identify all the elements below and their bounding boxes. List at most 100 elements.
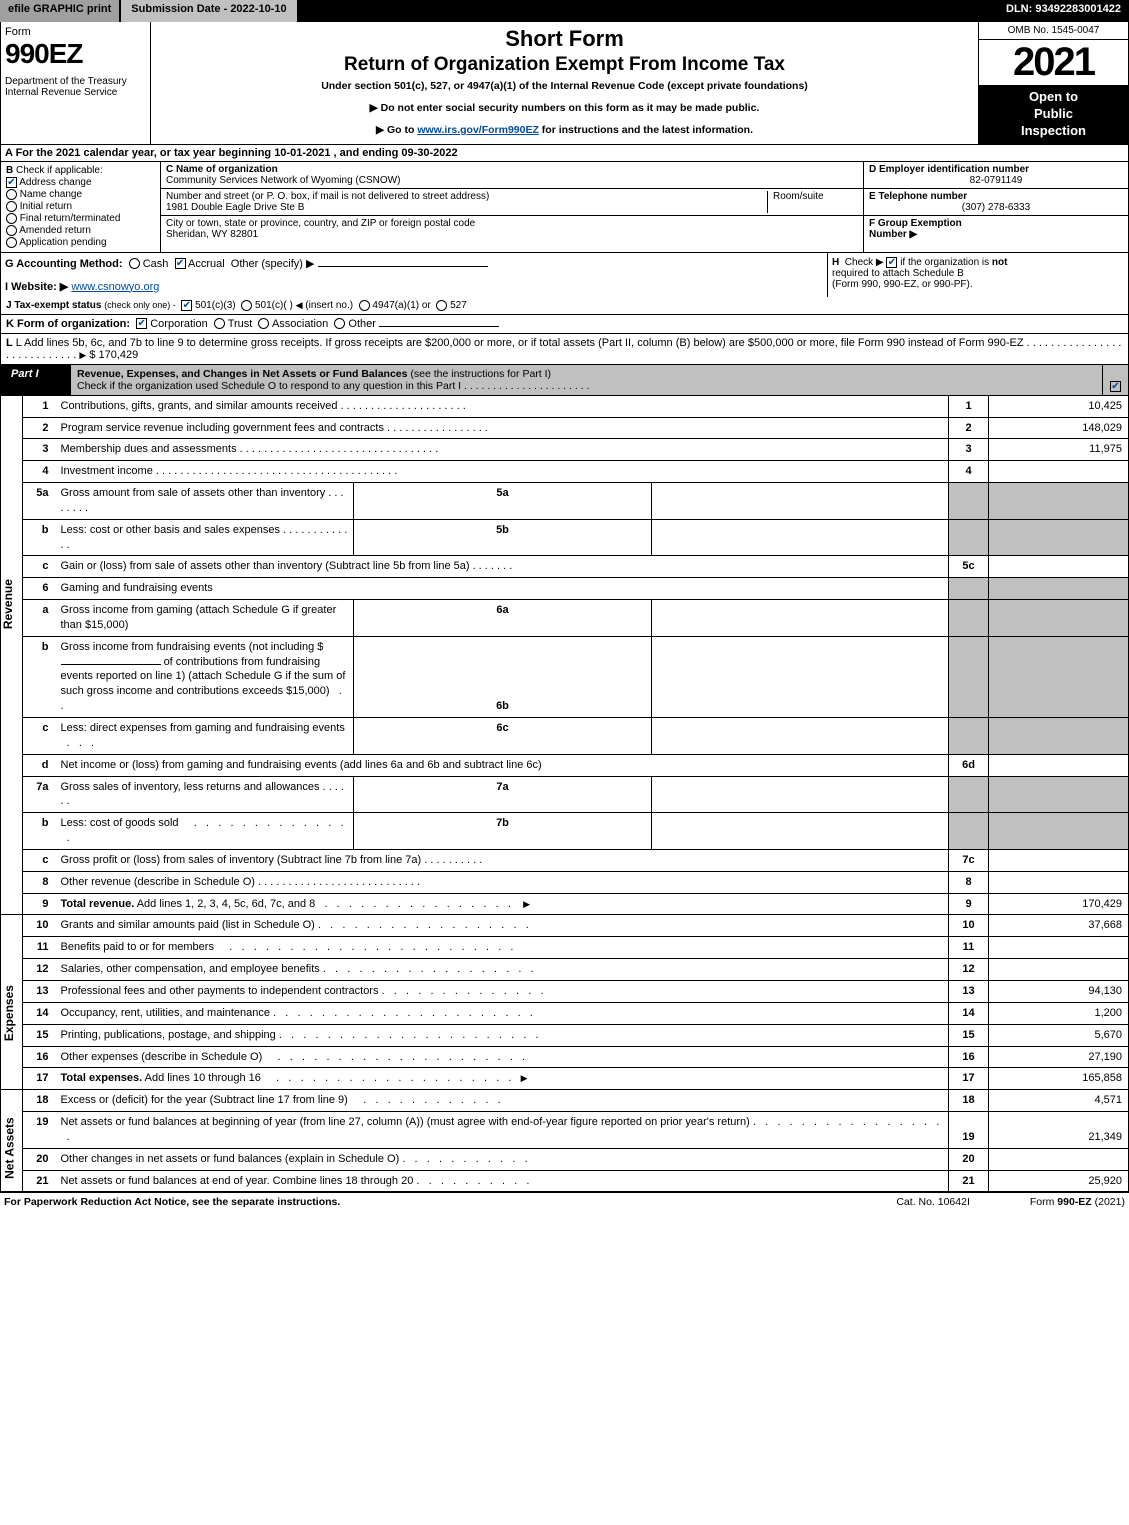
amt-10: 37,668: [989, 915, 1129, 937]
efile-print-button[interactable]: efile GRAPHIC print: [0, 0, 121, 22]
e-label: E Telephone number: [869, 191, 1123, 202]
part1-checkbox[interactable]: [1110, 381, 1121, 392]
row-3: 3 Membership dues and assessments . . . …: [1, 439, 1129, 461]
arrow-icon: [79, 349, 86, 361]
col-def: D Employer identification number 82-0791…: [863, 162, 1128, 252]
form-note-2: ▶ Go to www.irs.gov/Form990EZ for instru…: [155, 124, 974, 136]
website-link[interactable]: www.csnowyo.org: [71, 281, 159, 293]
group-exemption-cell: F Group Exemption Number ▶: [864, 216, 1128, 252]
header-center: Short Form Return of Organization Exempt…: [151, 22, 978, 144]
row-6d: d Net income or (loss) from gaming and f…: [1, 754, 1129, 776]
k-assoc[interactable]: [258, 318, 269, 329]
block-bcdef: B Check if applicable: Address change Na…: [0, 162, 1129, 252]
part1-tab: Part I: [1, 365, 71, 395]
k-trust[interactable]: [214, 318, 225, 329]
row-5b: b Less: cost or other basis and sales ex…: [1, 519, 1129, 556]
amt-13: 94,130: [989, 980, 1129, 1002]
form-word: Form: [5, 26, 146, 38]
tax-year: 2021: [979, 40, 1128, 85]
row-18: Net Assets 18 Excess or (deficit) for th…: [1, 1090, 1129, 1112]
row-19: 19 Net assets or fund balances at beginn…: [1, 1112, 1129, 1149]
row-16: 16 Other expenses (describe in Schedule …: [1, 1046, 1129, 1068]
form-subtitle: Under section 501(c), 527, or 4947(a)(1)…: [155, 80, 974, 92]
g-other-input[interactable]: [318, 266, 488, 267]
street-label: Number and street (or P. O. box, if mail…: [166, 191, 762, 202]
j-527[interactable]: [436, 300, 447, 311]
col-h: H Check ▶ if the organization is not req…: [828, 253, 1128, 297]
footer-center: Cat. No. 10642I: [896, 1196, 970, 1208]
ein-cell: D Employer identification number 82-0791…: [864, 162, 1128, 189]
line-j: J Tax-exempt status (check only one) - 5…: [0, 297, 1129, 314]
k-other-input[interactable]: [379, 326, 499, 327]
amt-1: 10,425: [989, 395, 1129, 417]
street-cell: Number and street (or P. O. box, if mail…: [161, 189, 863, 216]
j-501c3[interactable]: [181, 300, 192, 311]
g-cash[interactable]: [129, 258, 140, 269]
row-17: 17 Total expenses. Add lines 10 through …: [1, 1068, 1129, 1090]
header-left: Form 990EZ Department of the Treasury In…: [1, 22, 151, 144]
col-gi: G Accounting Method: Cash Accrual Other …: [1, 253, 828, 297]
f-label: F Group Exemption Number ▶: [869, 218, 1123, 240]
form-header: Form 990EZ Department of the Treasury In…: [0, 22, 1129, 145]
chk-amended[interactable]: Amended return: [6, 225, 155, 236]
row-9: 9 Total revenue. Add lines 1, 2, 3, 4, 5…: [1, 893, 1129, 915]
row-7a: 7a Gross sales of inventory, less return…: [1, 776, 1129, 813]
amt-2: 148,029: [989, 417, 1129, 439]
room-label: Room/suite: [768, 191, 858, 213]
row-5c: c Gain or (loss) from sale of assets oth…: [1, 556, 1129, 578]
department: Department of the Treasury Internal Reve…: [5, 76, 146, 98]
row-6: 6 Gaming and fundraising events: [1, 578, 1129, 600]
k-other[interactable]: [334, 318, 345, 329]
col-b: B Check if applicable: Address change Na…: [1, 162, 161, 252]
amt-4: [989, 461, 1129, 483]
omb-number: OMB No. 1545-0047: [979, 22, 1128, 40]
row-21: 21 Net assets or fund balances at end of…: [1, 1170, 1129, 1192]
form-note-1: ▶ Do not enter social security numbers o…: [155, 102, 974, 114]
h-t4: (Form 990, 990-EZ, or 990-PF).: [832, 279, 973, 290]
b-label: B: [6, 165, 13, 176]
part1-sub: Check if the organization used Schedule …: [77, 380, 461, 392]
amt-19: 21,349: [989, 1112, 1129, 1149]
note2-post: for instructions and the latest informat…: [539, 124, 753, 136]
h-checkbox[interactable]: [886, 257, 897, 268]
chk-application-pending[interactable]: Application pending: [6, 237, 155, 248]
irs-link[interactable]: www.irs.gov/Form990EZ: [417, 124, 539, 136]
chk-initial-return[interactable]: Initial return: [6, 201, 155, 212]
chk-name-change[interactable]: Name change: [6, 189, 155, 200]
header-right: OMB No. 1545-0047 2021 Open to Public In…: [978, 22, 1128, 144]
j-4947[interactable]: [359, 300, 370, 311]
org-name-cell: C Name of organization Community Service…: [161, 162, 863, 189]
part1-header: Part I Revenue, Expenses, and Changes in…: [0, 364, 1129, 395]
row-7c: c Gross profit or (loss) from sales of i…: [1, 849, 1129, 871]
city-label: City or town, state or province, country…: [166, 218, 858, 229]
top-bar: efile GRAPHIC print Submission Date - 20…: [0, 0, 1129, 22]
footer-right: Form 990-EZ (2021): [1030, 1196, 1125, 1208]
row-2: 2 Program service revenue including gove…: [1, 417, 1129, 439]
row-14: 14 Occupancy, rent, utilities, and maint…: [1, 1002, 1129, 1024]
phone-cell: E Telephone number (307) 278-6333: [864, 189, 1128, 216]
chk-address-change[interactable]: Address change: [6, 177, 155, 188]
street: 1981 Double Eagle Drive Ste B: [166, 202, 762, 213]
phone: (307) 278-6333: [869, 202, 1123, 213]
amt-21: 25,920: [989, 1170, 1129, 1192]
footer-left: For Paperwork Reduction Act Notice, see …: [4, 1196, 340, 1208]
j-501c[interactable]: [241, 300, 252, 311]
k-corp[interactable]: [136, 318, 147, 329]
line-l: L L Add lines 5b, 6c, and 7b to line 9 t…: [0, 333, 1129, 364]
short-form: Short Form: [155, 26, 974, 52]
chk-final-return[interactable]: Final return/terminated: [6, 213, 155, 224]
g-accrual[interactable]: [175, 258, 186, 269]
part1-table: Revenue 1 Contributions, gifts, grants, …: [0, 395, 1129, 1193]
amt-15: 5,670: [989, 1024, 1129, 1046]
line-k: K Form of organization: Corporation Trus…: [0, 314, 1129, 333]
row-20: 20 Other changes in net assets or fund b…: [1, 1148, 1129, 1170]
dln: DLN: 93492283001422: [998, 0, 1129, 22]
i-label: I Website: ▶: [5, 281, 68, 293]
col-c: C Name of organization Community Service…: [161, 162, 863, 252]
city: Sheridan, WY 82801: [166, 229, 858, 240]
row-4: 4 Investment income . . . . . . . . . . …: [1, 461, 1129, 483]
form-number: 990EZ: [5, 38, 146, 70]
submission-date: Submission Date - 2022-10-10: [121, 0, 296, 22]
h-t1: Check ▶: [845, 257, 884, 268]
part1-title: Revenue, Expenses, and Changes in Net As…: [71, 365, 1102, 395]
